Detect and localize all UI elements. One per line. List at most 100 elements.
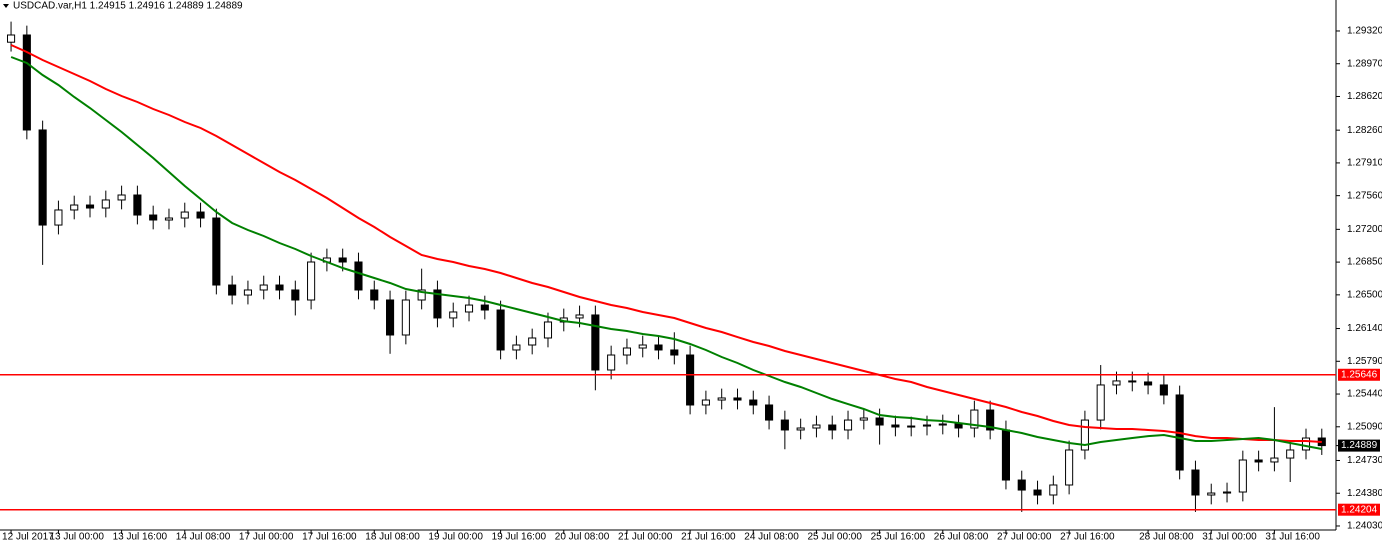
level-label: 1.24204 [1341,504,1378,515]
x-tick-label: 17 Jul 16:00 [302,532,357,543]
y-tick-label: 1.25090 [1347,421,1382,432]
candle-body [1033,489,1042,496]
candle-body [1049,484,1058,496]
candle-body [386,299,395,336]
level-label-bg [1338,368,1380,381]
y-tick-label: 1.26500 [1347,289,1382,300]
candle-body [512,344,521,351]
candle-body [970,409,979,429]
candle-body [749,399,758,406]
candle-body [654,344,663,351]
x-tick-label: 19 Jul 00:00 [428,532,483,543]
level-label: 1.25646 [1341,369,1378,380]
candle-body [907,425,916,428]
candle-body [307,261,316,301]
y-tick-label: 1.25790 [1347,356,1382,367]
candle-body [338,257,347,263]
candle-body [543,321,553,339]
candle-body [859,417,868,421]
moving-average [10,44,1322,443]
candle-body [922,424,932,427]
last-price-bg [1338,439,1380,452]
x-tick-label: 19 Jul 16:00 [492,532,547,543]
candle-body [1286,449,1295,459]
y-tick-label: 1.27200 [1347,224,1382,235]
x-tick-label: 13 Jul 00:00 [49,532,104,543]
x-tick-label: 31 Jul 16:00 [1265,532,1320,543]
candle-body [7,34,16,43]
candle-body [575,314,584,319]
candle-body [954,423,963,429]
candle-body [828,424,837,431]
candle-body [117,194,126,201]
candle-body [196,211,205,219]
candle-body [1112,380,1121,386]
candle-body [701,399,710,406]
x-tick-label: 21 Jul 00:00 [618,532,673,543]
candle-body [417,289,426,301]
candle-body [891,424,900,428]
chart-title: USDCAD.var,H1 1.24915 1.24916 1.24889 1.… [13,1,243,12]
candle-body [212,217,221,286]
candle-body [180,211,189,219]
y-tick-label: 1.25440 [1347,389,1382,400]
x-tick-label: 13 Jul 16:00 [113,532,168,543]
candle-body [1207,492,1216,496]
candle-body [1080,419,1089,451]
x-tick-label: 26 Jul 08:00 [934,532,989,543]
y-tick-label: 1.28970 [1347,58,1382,69]
last-price-label: 1.24889 [1341,440,1378,451]
y-tick-label: 1.24030 [1347,521,1382,532]
candle-body [1128,380,1137,383]
candle-body [686,354,695,406]
x-tick-label: 17 Jul 00:00 [239,532,294,543]
candle-body [480,304,489,311]
candle-body [464,304,474,313]
candle-body [1191,469,1200,496]
candle-body [1096,384,1105,421]
candle-body [638,344,647,349]
candle-body [370,289,379,301]
candle-body [780,419,789,431]
candle-body [622,347,631,356]
candle-body [1222,491,1232,494]
candle-body [70,204,79,211]
candle-body [38,129,47,226]
x-tick-label: 31 Jul 00:00 [1202,532,1257,543]
candle-body [1254,459,1263,463]
candle-body [670,349,679,356]
x-tick-label: 14 Jul 08:00 [176,532,231,543]
candle-body [85,204,95,209]
candle-body [243,289,252,296]
candle-body [733,397,742,401]
candle-body [938,423,947,426]
candle-body [496,309,505,351]
candle-body [843,419,853,431]
y-tick-label: 1.27910 [1347,158,1382,169]
candle-body [228,284,237,296]
y-tick-label: 1.24380 [1347,488,1382,499]
candle-body [1238,459,1247,493]
candle-body [275,284,284,291]
y-tick-label: 1.26140 [1347,323,1382,334]
candle-body [1065,449,1074,486]
y-tick-label: 1.29320 [1347,26,1382,37]
x-tick-label: 28 Jul 08:00 [1139,532,1194,543]
candle-body [354,261,363,291]
candle-body [765,404,774,421]
x-tick-label: 24 Jul 08:00 [744,532,799,543]
candle-body [812,424,821,429]
candle-body [1017,479,1026,491]
x-tick-label: 25 Jul 00:00 [807,532,862,543]
y-tick-label: 1.28260 [1347,125,1382,136]
candle-body [1159,384,1168,396]
x-tick-label: 20 Jul 08:00 [555,532,610,543]
candle-body [22,34,31,131]
candle-body [401,299,410,336]
y-tick-label: 1.26850 [1347,257,1382,268]
y-tick-label: 1.28620 [1347,91,1382,102]
y-tick-label: 1.24730 [1347,455,1382,466]
